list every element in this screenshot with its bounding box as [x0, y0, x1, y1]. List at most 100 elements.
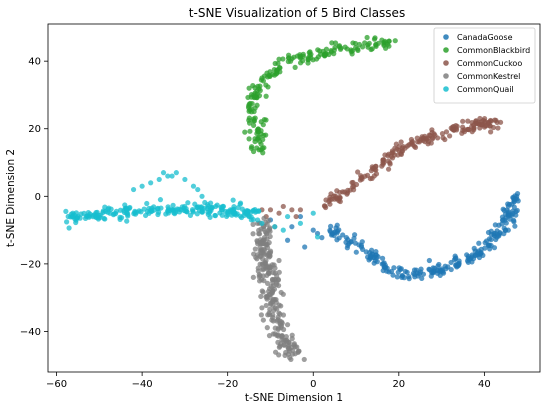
data-point [237, 200, 244, 206]
data-point [276, 210, 282, 216]
data-point [292, 64, 298, 70]
data-point [259, 220, 265, 226]
data-point [297, 53, 303, 59]
data-point [353, 181, 360, 188]
data-point [289, 332, 295, 338]
y-tick-label: 40 [28, 57, 41, 68]
data-point [201, 205, 207, 211]
data-point [270, 71, 276, 77]
data-point [230, 197, 236, 203]
data-point [279, 333, 285, 339]
data-point [392, 145, 398, 151]
data-point [442, 136, 448, 143]
data-point [406, 276, 412, 282]
data-point [258, 119, 264, 125]
data-point [456, 258, 462, 264]
data-point [276, 257, 282, 264]
data-point [73, 210, 79, 216]
data-point [220, 203, 227, 210]
data-point [258, 293, 264, 300]
data-point [482, 245, 488, 251]
data-point [499, 221, 505, 227]
data-point [253, 93, 259, 100]
data-point [284, 237, 291, 243]
y-tick-label: 0 [35, 192, 41, 203]
data-point [263, 294, 269, 300]
data-point [291, 341, 297, 347]
data-point [289, 224, 295, 230]
data-point [336, 235, 342, 241]
data-point [435, 263, 441, 269]
x-tick-label: 40 [478, 379, 491, 390]
data-point [313, 56, 320, 62]
y-axis-ticks: −40 −20 0 20 40 [20, 57, 48, 338]
data-point [259, 288, 265, 294]
data-point [272, 349, 279, 355]
data-point [380, 255, 386, 261]
data-point [364, 34, 370, 41]
legend-marker [443, 47, 449, 53]
data-point [472, 248, 478, 254]
data-point [398, 139, 404, 145]
data-point [100, 209, 106, 215]
data-point [355, 169, 361, 175]
data-point [139, 183, 145, 189]
data-point [280, 203, 286, 210]
data-point [144, 200, 150, 207]
data-point [310, 227, 316, 233]
data-point [263, 93, 269, 99]
data-point [274, 67, 281, 73]
data-point [297, 213, 304, 220]
data-point [181, 203, 188, 210]
data-point [170, 202, 176, 208]
data-point [199, 193, 205, 199]
data-point [451, 127, 457, 133]
data-point [351, 187, 357, 193]
data-point [255, 268, 261, 274]
data-point [399, 272, 405, 279]
data-point [372, 258, 378, 264]
data-point [380, 267, 386, 274]
data-point [382, 38, 388, 44]
legend-label: CanadaGoose [457, 33, 513, 42]
data-point [473, 120, 480, 127]
data-point [358, 242, 364, 248]
data-point [242, 210, 248, 216]
data-point [289, 56, 295, 62]
data-point [348, 49, 354, 55]
data-point [511, 198, 517, 204]
data-point [185, 200, 191, 206]
data-point [252, 105, 258, 111]
data-point [363, 249, 369, 255]
data-point [327, 201, 333, 207]
data-point [263, 132, 269, 138]
data-point [426, 257, 432, 264]
series-CommonQuail [63, 170, 321, 240]
data-point [207, 200, 214, 206]
data-point [344, 46, 350, 52]
data-point [202, 199, 208, 206]
data-point [155, 211, 161, 218]
data-point [272, 60, 278, 67]
data-point [485, 229, 492, 236]
data-point [394, 274, 400, 280]
data-point [297, 220, 304, 226]
data-point [190, 209, 196, 215]
data-point [272, 270, 278, 276]
data-point [352, 40, 359, 47]
data-point [250, 274, 256, 280]
data-point [502, 227, 509, 233]
data-point [254, 88, 260, 94]
data-point [392, 38, 398, 44]
data-point [464, 252, 470, 258]
data-point [352, 232, 358, 238]
data-point [314, 234, 321, 240]
data-point [371, 36, 378, 42]
data-point [408, 136, 415, 143]
x-axis-ticks: −60 −40 −20 0 20 40 [46, 372, 491, 390]
data-point [352, 240, 359, 246]
data-point [102, 216, 108, 222]
data-point [259, 240, 266, 247]
data-point [429, 127, 435, 133]
data-point [396, 143, 402, 150]
